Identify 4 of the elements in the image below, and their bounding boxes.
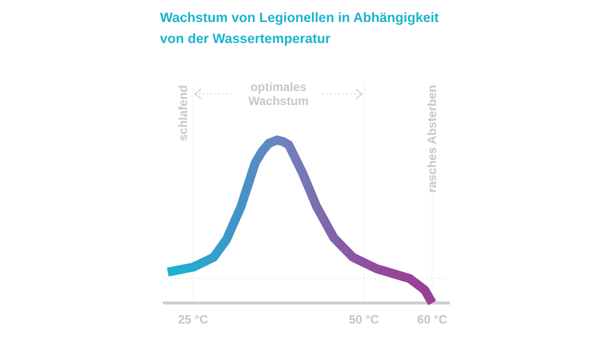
x-tick-label: 50 °C: [348, 312, 380, 327]
x-tick-label: 60 °C: [417, 312, 448, 327]
x-tick-label: 25 °C: [178, 312, 208, 327]
chart-title: Wachstum von Legionellen in Abhängigkeit von der Wassertemperatur: [160, 10, 440, 46]
